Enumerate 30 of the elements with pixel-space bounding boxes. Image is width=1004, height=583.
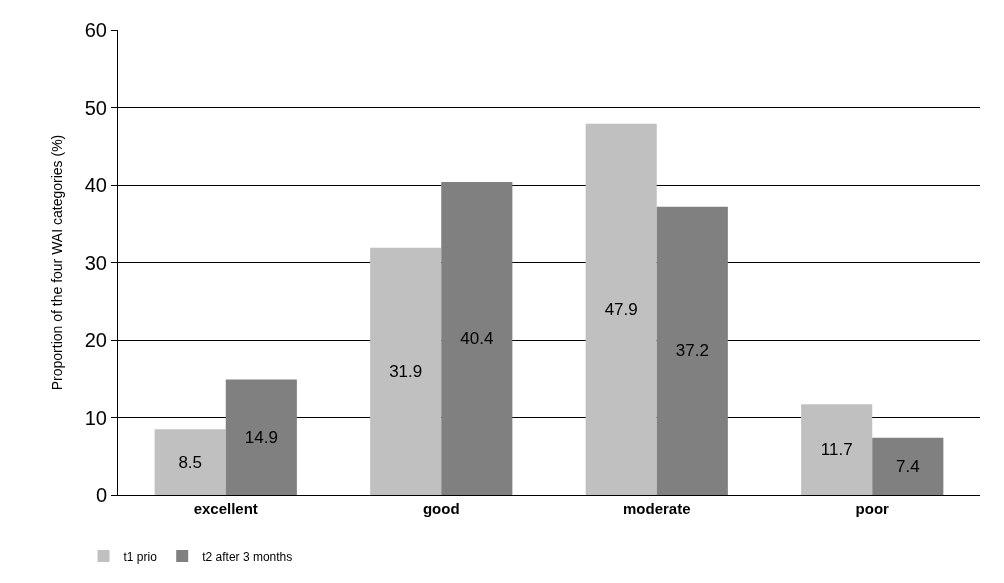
y-tick-label: 30 — [84, 251, 107, 274]
x-tick-label: good — [422, 500, 460, 517]
x-tick-label: moderate — [622, 500, 691, 517]
data-label: 8.5 — [178, 452, 203, 472]
y-axis-title: Proportion of the four WAI categories (%) — [49, 134, 66, 391]
y-tick-label: 10 — [84, 406, 107, 429]
bar — [441, 181, 513, 495]
y-tick-label: 40 — [84, 174, 107, 196]
bar — [872, 437, 944, 495]
bar — [154, 429, 226, 495]
data-label: 40.4 — [460, 328, 494, 348]
bar — [801, 404, 873, 495]
y-tick-label: 50 — [84, 96, 107, 119]
bar — [585, 123, 657, 495]
legend-label: t2 after 3 months — [202, 549, 293, 564]
data-label: 31.9 — [389, 361, 423, 381]
data-label: 47.9 — [604, 299, 638, 319]
y-tick-label: 0 — [95, 484, 107, 506]
data-label: 7.4 — [895, 456, 920, 476]
x-tick-label: excellent — [193, 500, 258, 517]
data-label: 37.2 — [675, 341, 709, 361]
bar — [225, 379, 297, 495]
data-label: 14.9 — [244, 427, 278, 447]
y-tick-label: 60 — [84, 19, 107, 41]
legend-label: t1 prio — [123, 549, 158, 564]
bar — [370, 247, 442, 495]
bar — [656, 206, 728, 495]
y-tick-label: 20 — [84, 329, 107, 351]
x-tick-label: poor — [855, 500, 890, 517]
data-label: 11.7 — [820, 440, 853, 460]
